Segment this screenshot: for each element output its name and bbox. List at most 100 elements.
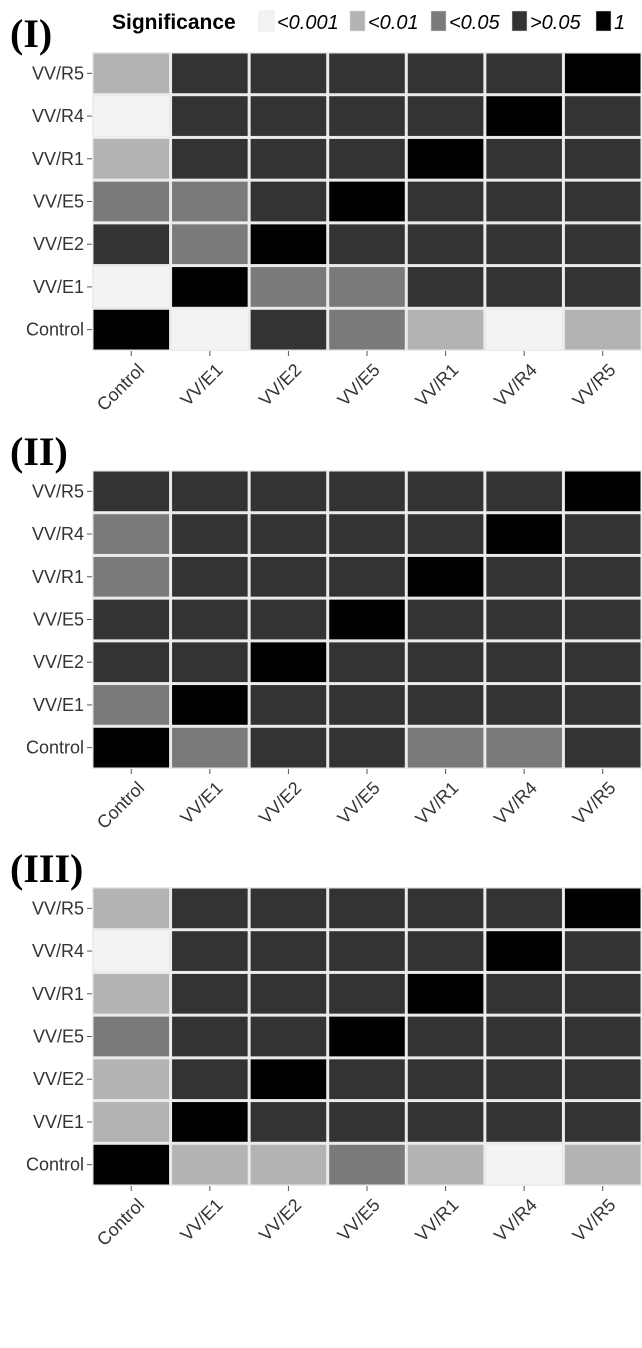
heatmap-panel: (III) VV/R5 VV/R4 VV/R1 VV/E5 VV/E2 VV/E1 Contr… [10, 846, 642, 1250]
panel-label: (II) [10, 429, 68, 474]
heatmap-cell [486, 931, 562, 971]
heatmap-cell [329, 224, 405, 265]
heatmap-cell [250, 224, 327, 265]
heatmap-cell [407, 973, 484, 1014]
heatmap-cell [172, 599, 248, 640]
heatmap-cell [486, 1059, 562, 1100]
y-tick-label: Control [26, 1155, 84, 1175]
heatmap-cell [486, 53, 562, 94]
x-tick-label: VV/R5 [569, 360, 620, 411]
heatmap-cell [564, 224, 641, 265]
legend-swatch [349, 10, 366, 32]
heatmap-cell [486, 224, 562, 265]
legend-items: <0.001 <0.01 <0.05 >0.05 1 [258, 10, 625, 34]
heatmap-cell [329, 96, 405, 136]
legend-label: <0.01 [368, 12, 419, 34]
legend: Significance <0.001 <0.01 <0.05 >0.05 1 [112, 10, 625, 34]
heatmap-cell [329, 1059, 405, 1100]
heatmap-cell [407, 1144, 484, 1185]
heatmap-cell [93, 642, 170, 683]
heatmap-cell [93, 267, 170, 307]
heatmap-cell [329, 267, 405, 307]
x-tick-label: VV/E1 [176, 1195, 226, 1245]
legend-swatch [595, 10, 612, 32]
heatmap-cell [329, 973, 405, 1014]
heatmap-cell [250, 1144, 327, 1185]
heatmap-cell [486, 267, 562, 307]
legend-label: <0.05 [449, 12, 500, 34]
heatmap-cell [329, 931, 405, 971]
heatmap-cell [93, 224, 170, 265]
x-tick-label: VV/R1 [411, 1195, 462, 1246]
legend-swatch [511, 10, 528, 32]
heatmap-cell [250, 471, 327, 512]
heatmap-cell [172, 1102, 248, 1142]
heatmap-cell [250, 931, 327, 971]
heatmap-cell [486, 599, 562, 640]
heatmap-cell [172, 556, 248, 597]
heatmap-cell [329, 53, 405, 94]
x-tick-label: Control [93, 1195, 148, 1250]
x-tick-label: VV/E5 [334, 360, 384, 410]
heatmap-cell [93, 1144, 170, 1185]
heatmap-cell [250, 1059, 327, 1100]
heatmap-cell [407, 309, 484, 350]
heatmap-cell [172, 471, 248, 512]
heatmap-cell [93, 1016, 170, 1057]
y-tick-label: VV/R5 [32, 898, 84, 918]
heatmap-cell [407, 96, 484, 136]
heatmap-cell [172, 973, 248, 1014]
heatmap-cell [486, 973, 562, 1014]
heatmap-cell [486, 888, 562, 929]
heatmap-cell [407, 888, 484, 929]
heatmap-cell [564, 685, 641, 725]
heatmap-cell [486, 1016, 562, 1057]
y-tick-label: VV/R1 [32, 567, 84, 587]
heatmap-cell [329, 888, 405, 929]
heatmap-cell [250, 685, 327, 725]
heatmap-cell [564, 267, 641, 307]
heatmap-cell [93, 556, 170, 597]
heatmap-cell [564, 471, 641, 512]
heatmap-cell [329, 138, 405, 179]
heatmap-cell [486, 1144, 562, 1185]
x-tick-label: VV/R4 [490, 778, 541, 829]
heatmap-cell [172, 138, 248, 179]
y-tick-label: VV/R4 [32, 106, 84, 126]
heatmap-cell [250, 642, 327, 683]
x-tick-label: VV/E2 [255, 1195, 305, 1245]
heatmap-cell [407, 642, 484, 683]
heatmap-cell [250, 309, 327, 350]
heatmap-cell [486, 685, 562, 725]
heatmap-cell [172, 1144, 248, 1185]
heatmap-cell [407, 1102, 484, 1142]
heatmap-cell [250, 973, 327, 1014]
y-tick-label: VV/E5 [33, 610, 84, 630]
heatmap-cell [564, 96, 641, 136]
x-tick-label: VV/E1 [176, 778, 226, 828]
heatmap-cell [93, 727, 170, 768]
heatmap-cell [407, 53, 484, 94]
heatmap-cell [93, 138, 170, 179]
heatmap-cell [564, 1016, 641, 1057]
heatmap-cell [564, 1102, 641, 1142]
heatmap-cell [93, 931, 170, 971]
heatmap-cell [486, 642, 562, 683]
heatmap-cell [407, 224, 484, 265]
x-tick-label: VV/R5 [569, 778, 620, 829]
heatmap-cell [486, 727, 562, 768]
heatmap-cell [172, 642, 248, 683]
y-tick-label: Control [26, 738, 84, 758]
heatmap-cell [93, 973, 170, 1014]
legend-swatch [430, 10, 447, 32]
heatmap-cell [250, 267, 327, 307]
heatmap-cell [486, 556, 562, 597]
y-tick-label: VV/E2 [33, 1069, 84, 1089]
heatmap-cell [250, 1016, 327, 1057]
heatmap-cell [407, 727, 484, 768]
heatmap-cell [172, 309, 248, 350]
heatmap-cell [250, 888, 327, 929]
y-tick-label: VV/R4 [32, 941, 84, 961]
heatmap-cell [564, 599, 641, 640]
